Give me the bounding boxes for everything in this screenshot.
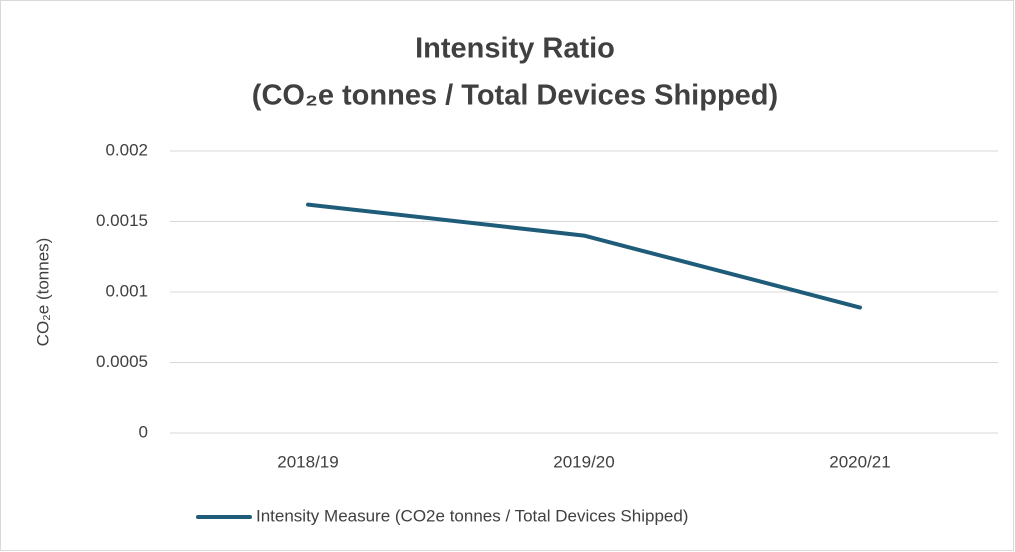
- y-tick-label: 0.002: [105, 140, 148, 159]
- y-tick-label: 0: [139, 422, 148, 441]
- y-axis-label: CO₂e (tonnes): [33, 238, 52, 347]
- chart-subtitle: (CO₂e tonnes / Total Devices Shipped): [252, 80, 778, 112]
- chart-title: Intensity Ratio: [415, 33, 615, 65]
- x-tick-label: 2019/20: [553, 452, 614, 471]
- y-tick-label: 0.0015: [96, 211, 148, 230]
- y-tick-label: 0.001: [105, 281, 148, 300]
- legend-label: Intensity Measure (CO2e tonnes / Total D…: [256, 506, 688, 525]
- data-line: [306, 202, 862, 310]
- x-tick-label: 2018/19: [277, 452, 338, 471]
- y-tick-label: 0.0005: [96, 352, 148, 371]
- x-tick-label: 2020/21: [829, 452, 890, 471]
